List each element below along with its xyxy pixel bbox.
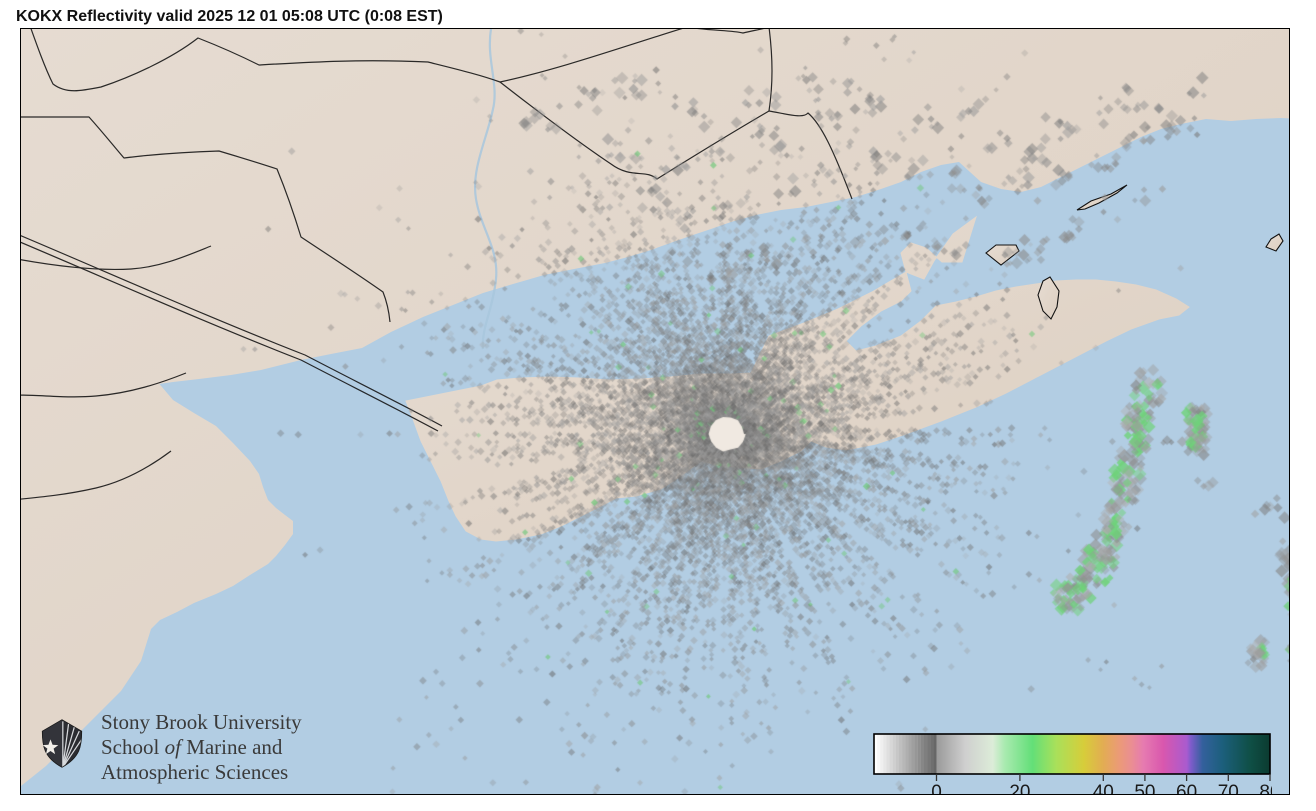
svg-text:60: 60: [1176, 782, 1197, 795]
svg-text:20: 20: [1009, 782, 1030, 795]
svg-text:80: 80: [1259, 782, 1272, 795]
svg-text:50: 50: [1134, 782, 1155, 795]
svg-text:0: 0: [931, 782, 942, 795]
svg-text:70: 70: [1218, 782, 1239, 795]
svg-text:40: 40: [1093, 782, 1114, 795]
